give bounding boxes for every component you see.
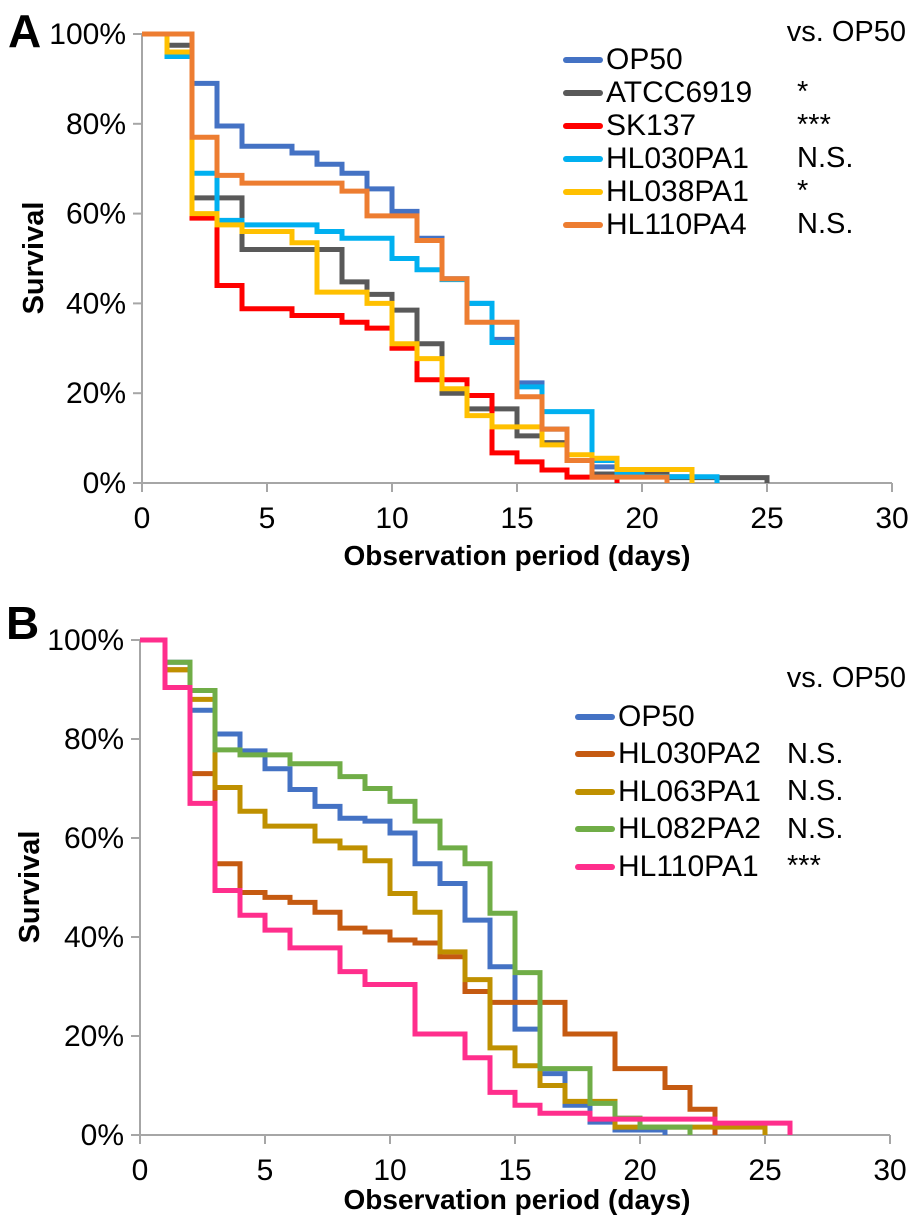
x-tick-label: 10 [373, 1154, 406, 1187]
legend-label-HL063PA1: HL063PA1 [618, 774, 761, 808]
y-tick-label: 20% [66, 377, 126, 410]
significance-HL082PA2: N.S. [787, 812, 844, 845]
legend-label-SK137: SK137 [606, 108, 697, 142]
x-tick-label: 15 [500, 502, 533, 535]
series-HL030PA2-line [140, 637, 718, 1135]
legend-label-HL030PA2: HL030PA2 [618, 737, 761, 771]
legend-label-ATCC6919: ATCC6919 [606, 75, 753, 109]
legend-label-OP50: OP50 [618, 699, 695, 733]
x-tick-label: 0 [132, 1154, 149, 1187]
legend-item-HL110PA4: HL110PA4 N.S. [563, 207, 853, 241]
significance-HL030PA2: N.S. [787, 737, 844, 770]
legend-item-HL038PA1: HL038PA1 * [563, 174, 808, 208]
legend-swatch-OP50 [575, 713, 615, 720]
legend-swatch-ATCC6919 [563, 89, 603, 96]
series-HL063PA1-line [140, 637, 768, 1135]
y-tick-label: 100% [47, 624, 124, 657]
survival-chart-panel-a: 100% 80% 60% 40% 20% 0%0 5 10 15 20 25 30 [49, 18, 908, 535]
legend-label-OP50: OP50 [606, 42, 683, 76]
legend-panel-b: OP50 HL030PA2 N.S. HL063PA1 N.S. HL082PA2 N.S.… [575, 698, 843, 886]
y-tick-label: 20% [64, 1020, 124, 1053]
panel-a-label: A [8, 5, 42, 57]
legend-label-HL082PA2: HL082PA2 [618, 812, 761, 846]
x-tick-label: 20 [623, 1154, 656, 1187]
legend-swatch-HL082PA2 [575, 826, 615, 833]
legend-swatch-HL063PA1 [575, 788, 615, 795]
legend-swatch-HL110PA1 [575, 863, 615, 870]
x-tick-label: 5 [259, 502, 276, 535]
panel-b-label: B [6, 597, 40, 649]
significance-HL030PA1: N.S. [797, 142, 854, 174]
significance-HL063PA1: N.S. [787, 775, 844, 808]
significance-SK137: *** [797, 109, 831, 141]
x-tick-label: 25 [748, 1154, 781, 1187]
series-HL038PA1-line [142, 31, 695, 483]
y-tick-label: 100% [49, 18, 126, 51]
legend-label-HL110PA4: HL110PA4 [606, 207, 747, 241]
y-tick-label: 0% [81, 1119, 124, 1152]
series-SK137-line [142, 31, 620, 483]
legend-header-panel-b: vs. OP50 [786, 662, 906, 694]
significance-HL110PA1: *** [787, 850, 821, 883]
legend-item-HL030PA1: HL030PA1 N.S. [563, 141, 853, 175]
legend-item-HL082PA2: HL082PA2 N.S. [575, 811, 843, 849]
y-axis-title-panel-b: Survival [14, 830, 46, 944]
x-axis-title-panel-a: Observation period (days) [343, 540, 691, 571]
legend-swatch-HL030PA1 [563, 155, 603, 162]
series-HL110PA4-line [142, 31, 670, 483]
legend-swatch-SK137 [563, 122, 603, 129]
significance-HL038PA1: * [797, 175, 809, 207]
legend-swatch-OP50 [563, 56, 603, 63]
legend-swatch-HL038PA1 [563, 188, 603, 195]
x-tick-label: 30 [875, 502, 908, 535]
y-tick-label: 40% [64, 921, 124, 954]
x-tick-label: 30 [873, 1154, 906, 1187]
x-tick-label: 10 [375, 502, 408, 535]
legend-label-HL030PA1: HL030PA1 [606, 141, 749, 175]
y-tick-label: 80% [66, 108, 126, 141]
survival-chart-panel-b: 100% 80% 60% 40% 20% 0%0 5 10 15 20 25 30 [47, 624, 906, 1187]
legend-item-ATCC6919: ATCC6919 * [563, 75, 808, 109]
legend-header-panel-a: vs. OP50 [786, 16, 906, 48]
x-axis-title-panel-b: Observation period (days) [343, 1184, 691, 1215]
x-tick-label: 20 [625, 502, 658, 535]
significance-HL110PA4: N.S. [797, 208, 854, 240]
legend-item-OP50: OP50 [563, 43, 752, 76]
x-tick-label: 0 [134, 502, 151, 535]
series-HL082PA2-line [140, 637, 693, 1135]
legend-swatch-HL110PA4 [563, 221, 603, 228]
legend-item-HL110PA1: HL110PA1 *** [575, 848, 821, 886]
legend-item-OP50: OP50 [575, 698, 761, 736]
legend-label-HL110PA1: HL110PA1 [618, 849, 759, 883]
x-tick-label: 15 [498, 1154, 531, 1187]
x-tick-label: 5 [257, 1154, 274, 1187]
legend-item-HL030PA2: HL030PA2 N.S. [575, 736, 843, 774]
legend-item-HL063PA1: HL063PA1 N.S. [575, 773, 843, 811]
y-tick-label: 60% [66, 198, 126, 231]
significance-ATCC6919: * [797, 76, 809, 108]
x-tick-label: 25 [750, 502, 783, 535]
legend-item-SK137: SK137 *** [563, 108, 831, 142]
y-tick-label: 40% [66, 287, 126, 320]
y-tick-label: 0% [83, 467, 126, 500]
legend-swatch-HL030PA2 [575, 751, 615, 758]
legend-panel-a: OP50 ATCC6919 * SK137 *** HL030PA1 N.S. HL038PA… [563, 43, 853, 241]
y-tick-label: 60% [64, 822, 124, 855]
series-HL110PA1-line [140, 637, 793, 1135]
y-axis-title-panel-a: Survival [18, 201, 50, 315]
y-tick-label: 80% [64, 723, 124, 756]
legend-label-HL038PA1: HL038PA1 [606, 174, 749, 208]
